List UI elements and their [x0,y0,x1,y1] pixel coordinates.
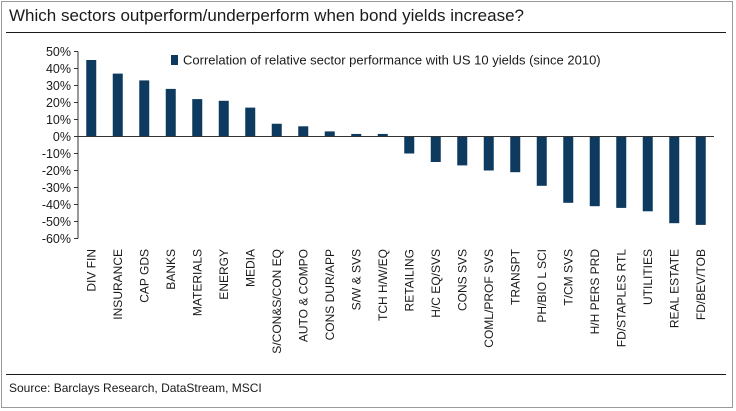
y-tick-label: 20% [46,96,71,110]
bar [589,136,600,207]
y-tick-label: -40% [42,198,71,212]
x-tick-label: CONS SVS [455,249,469,311]
legend-swatch [171,55,178,65]
x-tick-label: COML/PROF SVS [482,249,496,348]
chart-title: Which sectors outperform/underperform wh… [9,6,524,25]
y-tick-label: -30% [42,181,71,195]
x-tick-label: DIV FIN [84,249,98,292]
y-tick-label: 30% [46,79,71,93]
bar [218,100,229,137]
y-tick-label: -10% [42,147,71,161]
bar [642,136,653,212]
bar [563,136,574,203]
bar [510,136,521,173]
x-tick-label: MEDIA [243,249,257,287]
y-tick-label: 0% [53,130,71,144]
bar [351,133,362,137]
x-tick-label: UTILITIES [641,249,655,305]
x-tick-label: S/CON&S/CON EQ [270,249,284,354]
y-tick-label: 10% [46,113,71,127]
x-tick-label: T/CM SVS [561,249,575,306]
bar [616,136,627,208]
bar [695,136,706,225]
x-tick-label: CONS DUR/APP [323,249,337,340]
bar [298,126,309,137]
bar [536,136,547,186]
source-divider [6,374,726,375]
x-tick-label: TCH H/W/EQ [376,249,390,321]
legend-label: Correlation of relative sector performan… [183,53,601,68]
x-tick-label: BANKS [164,249,178,290]
x-tick-label: TRANSPT [508,248,522,305]
bar [86,60,97,137]
source-note: Source: Barclays Research, DataStream, M… [9,381,262,395]
bar [457,136,468,166]
bar [430,136,441,162]
bar [192,99,203,137]
bar [669,136,680,224]
bar [377,133,388,137]
y-tick-label: 50% [46,45,71,59]
y-tick-label: -20% [42,164,71,178]
y-tick-label: 40% [46,62,71,76]
x-tick-label: MATERIALS [190,249,204,316]
bar [245,107,256,137]
y-tick-label: -50% [42,215,71,229]
x-tick-label: FD/STAPLES RTL [614,249,628,348]
bar [404,136,415,154]
x-tick-label: REAL ESTATE [667,249,681,328]
x-tick-label: H/H PERS PRD [588,249,602,335]
bar [483,136,494,171]
bar [112,73,123,137]
x-tick-label: PH/BIO L SCI [535,249,549,323]
x-tick-label: S/W & SVS [349,249,363,310]
x-tick-label: H/C EQ/SVS [429,249,443,318]
bar [139,80,150,137]
x-tick-label: ENERGY [217,249,231,300]
x-tick-label: INSURANCE [111,249,125,320]
x-tick-label: FD/BEV/TOB [694,249,708,320]
x-tick-label: CAP GDS [137,249,151,303]
bar [324,131,335,137]
bar [271,123,282,137]
x-tick-label: RETAILING [402,249,416,311]
x-tick-label: AUTO & COMPO [296,249,310,342]
y-tick-label: -60% [42,232,71,246]
bar [165,88,176,137]
title-divider [6,32,726,33]
